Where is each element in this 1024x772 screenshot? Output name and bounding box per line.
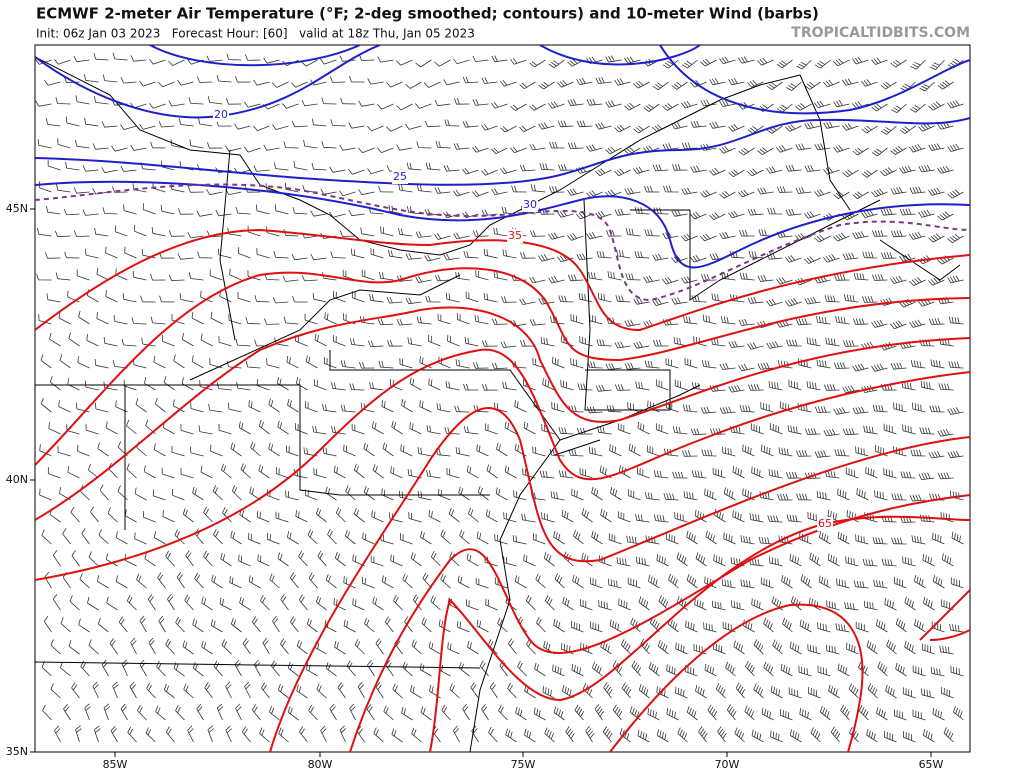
contour-label: 20 [214, 108, 228, 121]
borders [35, 56, 961, 752]
lon-label: 80W [308, 758, 333, 771]
lat-label: 35N [6, 745, 28, 758]
map-body [35, 45, 970, 752]
contour-label-bg [392, 170, 408, 184]
contour-label-bg [817, 517, 833, 531]
warm-contours [35, 228, 970, 752]
contour-label-bg [213, 108, 229, 122]
contour-label: 65 [818, 517, 832, 530]
lon-label: 70W [715, 758, 740, 771]
contour-label-bg [522, 198, 538, 212]
contour-label-bg [507, 229, 523, 243]
lat-label: 40N [6, 473, 28, 486]
contour-label: 30 [523, 198, 537, 211]
lon-label: 65W [919, 758, 944, 771]
contour-label: 25 [393, 170, 407, 183]
contour-label: 35 [508, 229, 522, 242]
brand: TROPICALTIDBITS.COM [791, 25, 970, 41]
cold-contours [35, 45, 970, 269]
lon-label: 85W [103, 758, 128, 771]
subtitle: Init: 06z Jan 03 2023 Forecast Hour: [60… [36, 27, 475, 41]
lon-label: 75W [511, 758, 536, 771]
title: ECMWF 2-meter Air Temperature (°F; 2-deg… [36, 5, 819, 23]
map-frame [34, 44, 971, 753]
freezing-contour [35, 183, 970, 302]
lat-label: 45N [6, 202, 28, 215]
